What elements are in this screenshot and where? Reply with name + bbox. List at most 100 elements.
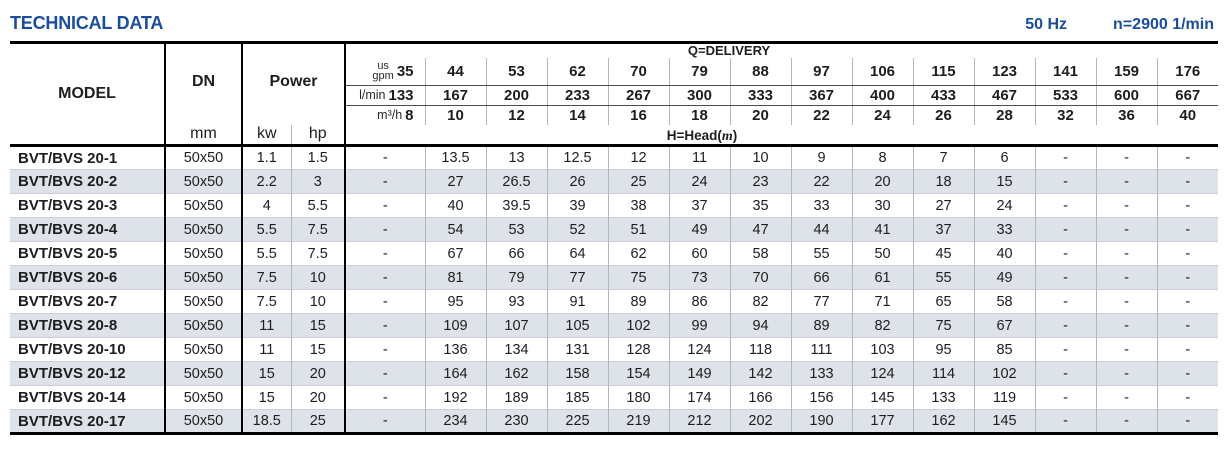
head-value-cell: -: [1156, 193, 1219, 218]
head-value-cell: 133: [790, 361, 853, 386]
kw-cell: 2.2: [242, 169, 291, 194]
head-value-cell: 24: [973, 193, 1036, 218]
head-value-cell: 118: [729, 337, 792, 362]
head-value-cell: -: [1095, 145, 1158, 170]
dn-column-header: DN: [165, 42, 243, 125]
head-value-cell: 35: [729, 193, 792, 218]
hp-cell: 7.5: [290, 241, 347, 266]
head-value-cell: 149: [668, 361, 731, 386]
flow-gpm-cell: 159: [1095, 58, 1158, 86]
flow-lmin-cell: 400: [851, 85, 914, 106]
head-value-cell: 58: [729, 241, 792, 266]
table-row: BVT/BVS 20-12 50x50 15 20-164 162 158 154 149 14…: [10, 361, 1219, 386]
head-value-cell: 37: [912, 217, 975, 242]
hp-cell: 20: [290, 361, 347, 386]
head-title-prefix: H=Head(: [666, 128, 722, 143]
flow-gpm-cell: 115: [912, 58, 975, 86]
head-value-cell: -: [1034, 289, 1097, 314]
flow-m3h-row: m³/h 8 10 12 14 16 18 20 22 24 26 28 32 36 40: [10, 105, 1219, 125]
head-value-cell: -: [344, 409, 426, 435]
model-column-header: MODEL: [10, 42, 166, 147]
head-value-cell: 164: [424, 361, 487, 386]
head-value-cell: 58: [973, 289, 1036, 314]
kw-cell: 5.5: [242, 217, 291, 242]
head-value-cell: 99: [668, 313, 731, 338]
flow-unit-wrap: l/min 133: [347, 87, 425, 104]
head-value-cell: 64: [546, 241, 609, 266]
flow-gpm-cell: 88: [729, 58, 792, 86]
head-value-cell: 62: [607, 241, 670, 266]
head-value-cell: 47: [729, 217, 792, 242]
head-value-cell: -: [1034, 265, 1097, 290]
head-value-cell: -: [1156, 145, 1219, 170]
head-value-cell: 30: [851, 193, 914, 218]
head-value-cell: 162: [485, 361, 548, 386]
flow-m3h-cell: 28: [973, 105, 1036, 125]
head-value-cell: 11: [668, 145, 731, 170]
head-value-cell: 23: [729, 169, 792, 194]
head-value-cell: -: [1095, 385, 1158, 410]
model-cell: BVT/BVS 20-17: [10, 409, 166, 435]
head-value-cell: 39: [546, 193, 609, 218]
kw-cell: 7.5: [242, 265, 291, 290]
head-value-cell: 212: [668, 409, 731, 435]
flow-m3h-cell: 20: [729, 105, 792, 125]
head-value-cell: -: [1156, 217, 1219, 242]
head-value-cell: -: [1095, 217, 1158, 242]
head-value-cell: 102: [973, 361, 1036, 386]
head-value-cell: 54: [424, 217, 487, 242]
head-value-cell: 114: [912, 361, 975, 386]
hp-cell: 10: [290, 289, 347, 314]
model-cell: BVT/BVS 20-6: [10, 265, 166, 290]
head-value-cell: 50: [851, 241, 914, 266]
flow-lmin-cell: 267: [607, 85, 670, 106]
head-value-cell: 93: [485, 289, 548, 314]
head-value-cell: 15: [973, 169, 1036, 194]
flow-lmin-cell: 167: [424, 85, 487, 106]
table-row: BVT/BVS 20-8 50x50 11 15-109 107 105 102 99 94 89…: [10, 313, 1219, 338]
head-value-cell: 133: [912, 385, 975, 410]
head-value-cell: 86: [668, 289, 731, 314]
kw-cell: 11: [242, 337, 291, 362]
kw-cell: 15: [242, 361, 291, 386]
kw-cell: 18.5: [242, 409, 291, 435]
head-value-cell: -: [1095, 241, 1158, 266]
flow-gpm-cell: 176: [1156, 58, 1219, 86]
flow-m3h-cell: 40: [1156, 105, 1219, 125]
head-value-cell: 119: [973, 385, 1036, 410]
head-value-cell: 71: [851, 289, 914, 314]
flow-unit-wrap: us gpm 35: [347, 61, 425, 83]
head-value-cell: 53: [485, 217, 548, 242]
head-value-cell: 128: [607, 337, 670, 362]
head-value-cell: 37: [668, 193, 731, 218]
table-row: BVT/BVS 20-7 50x50 7.5 10-95 93 91 89 86 82 77 71 6…: [10, 289, 1219, 314]
head-value-cell: 18: [912, 169, 975, 194]
model-cell: BVT/BVS 20-3: [10, 193, 166, 218]
head-value-cell: 45: [912, 241, 975, 266]
head-value-cell: -: [1095, 337, 1158, 362]
head-value-cell: 154: [607, 361, 670, 386]
head-value-cell: 234: [424, 409, 487, 435]
head-value-cell: 145: [973, 409, 1036, 435]
head-value-cell: -: [1156, 265, 1219, 290]
flow-gpm-cell: 141: [1034, 58, 1097, 86]
head-value-cell: 156: [790, 385, 853, 410]
hp-cell: 25: [290, 409, 347, 435]
head-value-cell: 67: [973, 313, 1036, 338]
head-value-cell: 12.5: [546, 145, 609, 170]
head-value-cell: 12: [607, 145, 670, 170]
flow-unit-label: m³/h: [377, 108, 403, 123]
head-value-cell: 8: [851, 145, 914, 170]
flow-gpm-cell: 106: [851, 58, 914, 86]
dn-cell: 50x50: [165, 169, 243, 194]
head-value-cell: 65: [912, 289, 975, 314]
head-value-cell: 225: [546, 409, 609, 435]
head-value-cell: 7: [912, 145, 975, 170]
hp-cell: 7.5: [290, 217, 347, 242]
flow-m3h-cell: m³/h 8: [344, 105, 426, 125]
dn-cell: 50x50: [165, 409, 243, 435]
flow-unit-label-bottom: gpm: [372, 70, 394, 83]
head-value-cell: 26.5: [485, 169, 548, 194]
table-row: BVT/BVS 20-14 50x50 15 20-192 189 185 180 174 16…: [10, 385, 1219, 410]
flow-m3h-cell: 22: [790, 105, 853, 125]
